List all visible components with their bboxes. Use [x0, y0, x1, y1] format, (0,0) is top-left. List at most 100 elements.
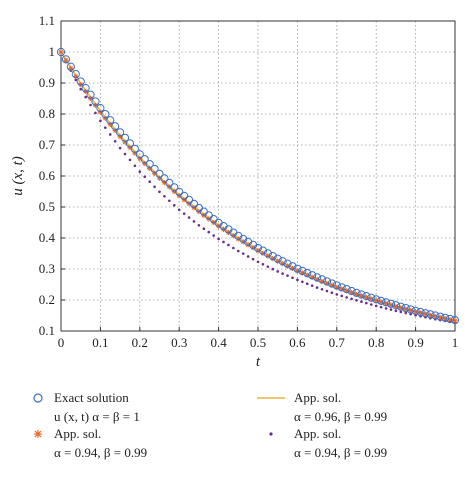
data-point-circle [426, 310, 435, 319]
data-point-dot [133, 164, 137, 168]
data-point-dot [79, 87, 82, 91]
data-point-dot [365, 301, 368, 305]
legend: Exact solution u (x, t) α = β = 1 App. s… [33, 390, 387, 460]
data-point-dot [172, 203, 176, 207]
data-point-circle [125, 139, 135, 148]
data-point-dot [276, 270, 280, 273]
data-point-circle [120, 133, 130, 142]
data-point-circle [116, 128, 125, 137]
y-tick-label: 1 [49, 44, 56, 59]
data-point-dot [301, 280, 304, 284]
y-tick-label: 1.1 [39, 13, 55, 28]
data-point-circle [130, 144, 139, 153]
data-point-asterisk [63, 57, 69, 63]
data-point-dot [128, 158, 132, 162]
data-point-dot [222, 240, 225, 244]
data-point-circle [342, 285, 351, 294]
data-point-circle [332, 281, 341, 290]
data-point-dot [143, 175, 147, 178]
data-point-circle [165, 178, 174, 187]
x-tick-label: 0.8 [368, 335, 384, 350]
x-tick-label: 0 [58, 335, 65, 350]
grid [61, 21, 455, 331]
data-point-dot [325, 289, 329, 293]
data-point-circle [313, 273, 322, 282]
data-point-circle [377, 296, 386, 305]
data-point-circle [170, 183, 179, 192]
data-point-circle [406, 305, 415, 314]
x-tick-label: 0.6 [289, 335, 306, 350]
data-point-circle [155, 169, 164, 178]
legend-sublabel-app-094-dot: α = 0.94, β = 0.99 [294, 445, 387, 460]
data-point-circle [352, 288, 361, 297]
data-point-dot [266, 265, 270, 268]
data-point-circle [106, 116, 115, 125]
data-point-dot [404, 311, 408, 315]
data-point-circle [273, 254, 282, 263]
x-tick-label: 0.3 [171, 335, 187, 350]
data-point-dot [138, 170, 142, 173]
legend-item-app-094: App. sol. α = 0.94, β = 0.99 [34, 426, 147, 460]
data-point-circle [445, 314, 455, 324]
y-tick-label: 0.2 [39, 292, 55, 307]
data-point-circle [317, 275, 327, 284]
data-point-circle [431, 311, 440, 320]
data-point-circle [337, 283, 346, 292]
data-point-dot [291, 276, 294, 280]
x-axis-label: t [256, 354, 261, 370]
data-point-circle [322, 277, 332, 286]
data-point-dot [89, 103, 92, 107]
series-layer [56, 47, 460, 325]
data-point-dot [207, 230, 211, 234]
data-point-dot [335, 293, 339, 296]
data-point-dot [320, 288, 324, 291]
data-point-asterisk [58, 49, 64, 55]
data-point-dot [237, 249, 240, 253]
data-point-circle [189, 199, 199, 208]
data-point-circle [56, 47, 66, 57]
data-point-circle [71, 69, 80, 79]
data-point-dot [177, 208, 181, 212]
legend-item-app-094-dot: App. sol. α = 0.94, β = 0.99 [269, 426, 387, 460]
data-point-circle [347, 286, 356, 296]
y-tick-label: 0.4 [39, 230, 56, 245]
data-point-dot [108, 133, 112, 136]
data-point-circle [145, 159, 154, 169]
data-point-dot [153, 185, 156, 189]
data-point-circle [411, 306, 420, 315]
data-point-dot [246, 255, 250, 258]
legend-marker-dot [269, 432, 273, 436]
y-tick-label: 0.9 [39, 75, 55, 90]
data-point-dot [345, 296, 348, 299]
x-tick-label: 0.7 [329, 335, 346, 350]
legend-sublabel-app-094: α = 0.94, β = 0.99 [54, 445, 147, 460]
data-point-circle [421, 309, 430, 318]
y-tick-label: 0.3 [39, 261, 55, 276]
data-point-circle [308, 271, 317, 280]
data-point-circle [184, 195, 194, 204]
data-point-circle [66, 62, 75, 71]
data-point-dot [379, 305, 383, 309]
data-point-dot [399, 310, 403, 314]
data-point-dot [217, 237, 220, 241]
data-point-asterisk [73, 73, 79, 80]
data-point-dot [182, 212, 186, 215]
data-point-circle [298, 266, 307, 275]
data-point-dot [123, 152, 127, 156]
legend-marker-circle [33, 393, 43, 403]
data-point-circle [436, 312, 445, 321]
data-point-dot [330, 291, 334, 295]
data-point-dot [286, 274, 289, 277]
y-tick-label: 0.8 [39, 106, 55, 121]
data-point-dot [256, 260, 260, 264]
data-point-dot [360, 300, 363, 304]
data-point-dot [369, 303, 373, 306]
data-point-circle [362, 292, 371, 301]
x-tick-label: 0.9 [407, 335, 423, 350]
data-point-dot [315, 286, 319, 289]
legend-sublabel-exact: u (x, t) α = β = 1 [54, 409, 140, 424]
data-point-circle [283, 259, 292, 268]
x-tick-label: 0.4 [210, 335, 227, 350]
data-point-dot [104, 126, 107, 129]
data-point-circle [391, 301, 400, 310]
